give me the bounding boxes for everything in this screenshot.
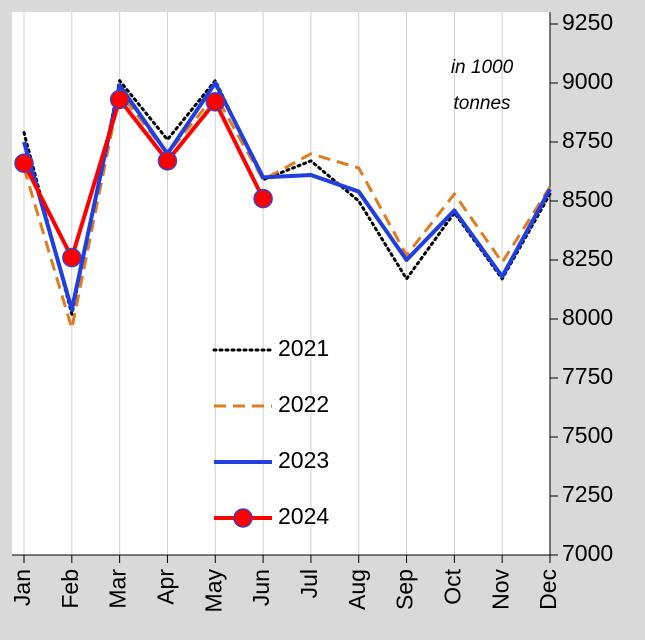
point	[62, 247, 82, 268]
x-tick-label: Aug	[344, 569, 370, 610]
legend-label: 2024	[278, 503, 329, 529]
x-tick-label: Jun	[248, 569, 274, 606]
y-tick-label: 9250	[562, 9, 613, 35]
point	[253, 188, 273, 209]
x-tick-label: Mar	[105, 569, 131, 609]
y-tick-label: 7750	[562, 363, 613, 389]
annotation: tonnes	[453, 93, 511, 114]
point	[14, 153, 34, 173]
legend-marker	[233, 508, 253, 528]
y-tick-label: 8000	[562, 304, 613, 330]
annotation: in 1000	[451, 57, 514, 78]
x-tick-label: Sep	[392, 569, 418, 610]
point	[109, 89, 130, 110]
x-tick-label: Oct	[439, 568, 465, 604]
legend-label: 2021	[278, 335, 329, 361]
point	[157, 151, 178, 171]
x-tick-label: Feb	[57, 569, 83, 609]
point	[205, 92, 226, 112]
y-tick-label: 8500	[562, 186, 613, 212]
series-line	[22, 97, 265, 260]
y-tick-label: 8250	[562, 245, 613, 271]
y-tick-label: 7250	[562, 481, 613, 507]
x-tick-label: Nov	[487, 569, 513, 610]
x-tick-label: May	[200, 569, 226, 613]
y-tick-label: 7500	[562, 422, 613, 448]
y-tick-label: 7000	[562, 540, 613, 566]
legend-label: 2023	[278, 447, 329, 473]
x-tick-label: Jan	[9, 569, 35, 606]
legend-label: 2022	[278, 391, 329, 417]
y-tick-label: 9000	[562, 68, 613, 94]
x-tick-label: Jul	[296, 569, 322, 598]
y-tick-label: 8750	[562, 127, 613, 153]
x-tick-label: Dec	[535, 569, 561, 610]
x-tick-label: Apr	[153, 569, 179, 605]
plot-area	[12, 12, 550, 555]
